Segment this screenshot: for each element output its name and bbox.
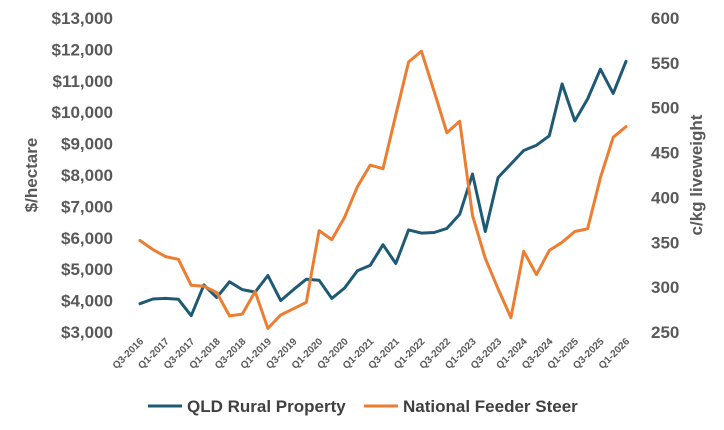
left-tick-label: $13,000 [52, 9, 113, 28]
left-tick-label: $10,000 [52, 103, 113, 122]
x-axis-ticks: Q3-2016Q1-2017Q3-2017Q1-2018Q3-2018Q1-20… [111, 336, 633, 372]
left-tick-label: $8,000 [61, 166, 113, 185]
right-tick-label: 300 [651, 278, 679, 297]
legend-item-feeder: National Feeder Steer [364, 397, 578, 416]
left-tick-label: $4,000 [61, 292, 113, 311]
right-axis-title: c/kg liveweight [687, 114, 706, 235]
left-tick-label: $11,000 [52, 72, 113, 91]
left-tick-label: $6,000 [61, 229, 113, 248]
legend: QLD Rural Property National Feeder Steer [148, 397, 578, 416]
left-axis-ticks: $3,000 $4,000 $5,000 $6,000 $7,000 $8,000 $9,0… [52, 9, 113, 342]
left-tick-label: $5,000 [61, 260, 113, 279]
right-tick-label: 500 [651, 99, 679, 118]
right-tick-label: 350 [651, 233, 679, 252]
left-tick-label: $9,000 [61, 135, 113, 154]
left-axis-title: $/hectare [22, 138, 41, 213]
right-tick-label: 450 [651, 144, 679, 163]
right-tick-label: 400 [651, 188, 679, 207]
legend-item-qld: QLD Rural Property [148, 397, 346, 416]
legend-label-feeder: National Feeder Steer [403, 397, 578, 416]
right-axis-ticks: 250 300 350 400 450 500 550 600 [651, 9, 679, 342]
left-tick-label: $12,000 [52, 40, 113, 59]
series-line-national-feeder-steer [138, 49, 628, 330]
series-line-qld-rural-property [138, 59, 628, 318]
left-tick-label: $7,000 [61, 197, 113, 216]
legend-label-qld: QLD Rural Property [187, 397, 346, 416]
series-layer [138, 49, 628, 330]
right-tick-label: 250 [651, 323, 679, 342]
right-tick-label: 550 [651, 54, 679, 73]
right-tick-label: 600 [651, 9, 679, 28]
left-tick-label: $3,000 [61, 323, 113, 342]
